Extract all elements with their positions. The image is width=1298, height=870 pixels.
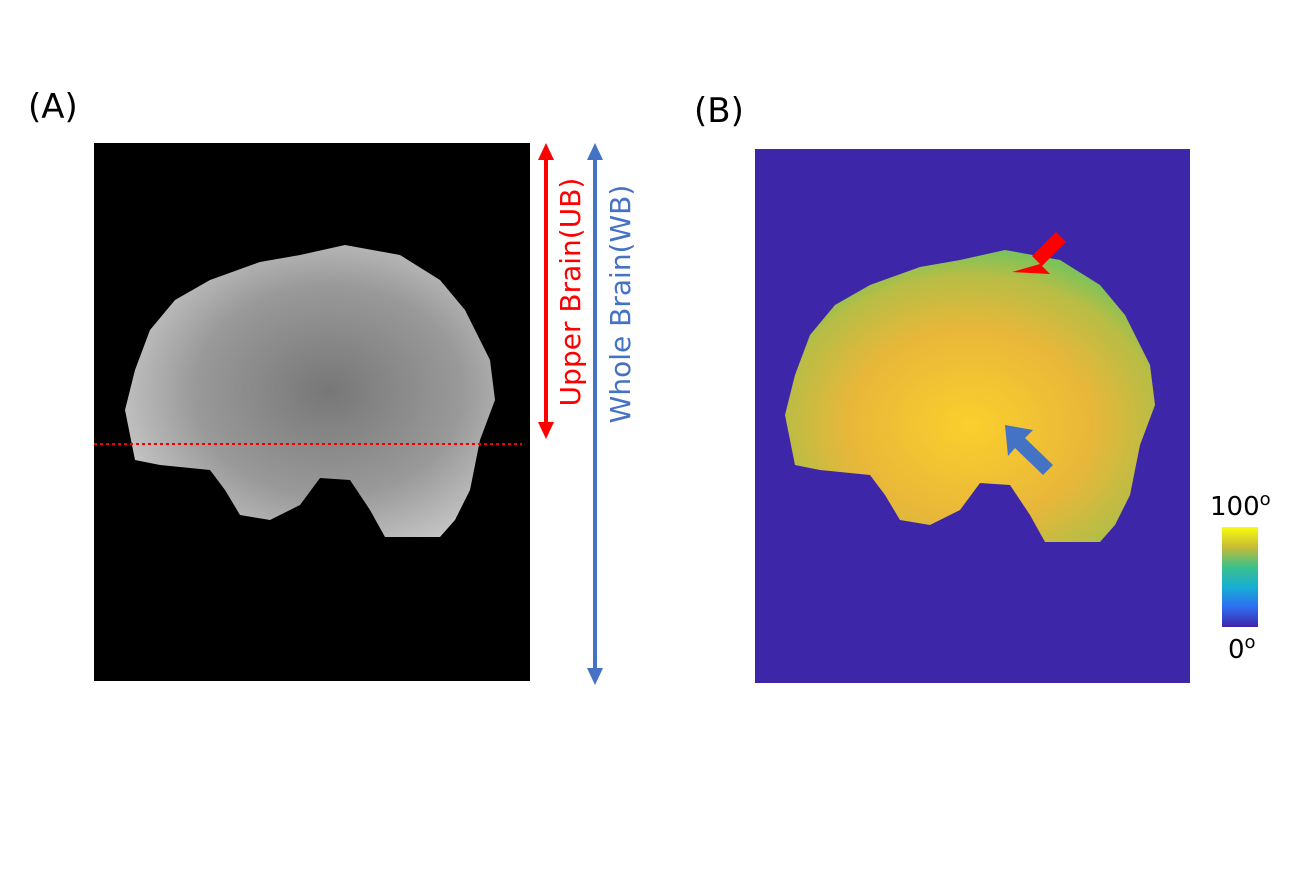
- panel-label: (B): [694, 91, 744, 131]
- wb-label: Whole Brain(WB): [604, 185, 637, 424]
- colorbar-max-unit: o: [1260, 489, 1271, 510]
- ub-label: Upper Brain(UB): [554, 178, 587, 407]
- colorbar-max: 100o: [1210, 489, 1271, 522]
- blue-arrow: [1005, 425, 1053, 475]
- panel-label: (A): [28, 87, 78, 127]
- colorbar-min-unit: o: [1245, 632, 1256, 653]
- colorbar: [1222, 527, 1258, 627]
- red-arrow: [1012, 232, 1066, 274]
- colorbar-min: 0o: [1228, 632, 1256, 665]
- colorbar-max-number: 100: [1210, 492, 1260, 522]
- wb-arrow: [587, 143, 603, 685]
- ub-arrow: [538, 143, 554, 439]
- colorbar-min-number: 0: [1228, 635, 1245, 665]
